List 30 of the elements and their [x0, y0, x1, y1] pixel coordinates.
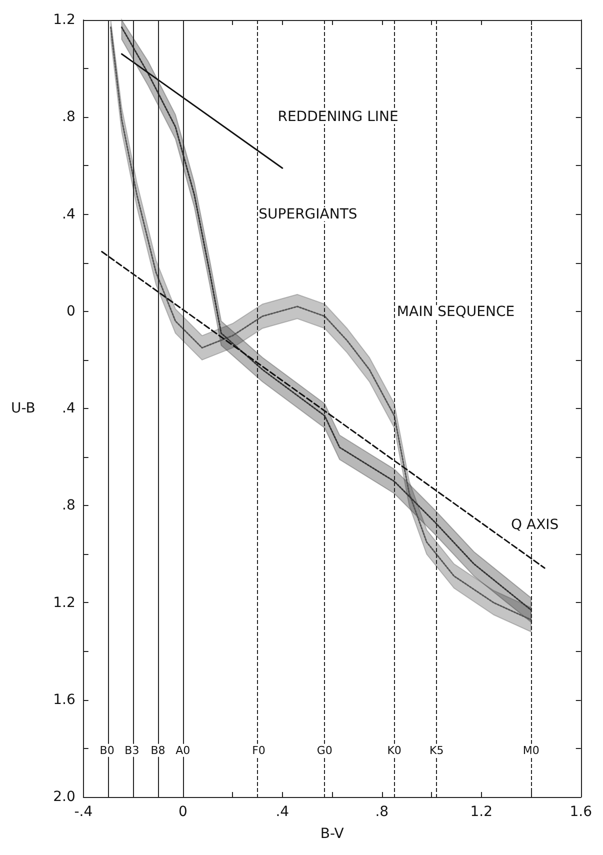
y-tick-label: 1.2: [53, 12, 76, 28]
x-tick-label: 0: [178, 804, 188, 820]
x-tick-label: .4: [276, 804, 290, 820]
x-tick-label: .8: [375, 804, 389, 820]
ref-line-label: B3: [124, 744, 140, 757]
annotation: SUPERGIANTS: [258, 206, 358, 222]
x-tick-label: 1.2: [470, 804, 493, 820]
ref-line-label: M0: [522, 744, 540, 757]
ref-line-label: B8: [150, 744, 166, 757]
x-tick-label: -.4: [74, 804, 93, 820]
y-axis-title: U-B: [11, 400, 36, 416]
ref-line-label: B0: [100, 744, 114, 757]
annotation: MAIN SEQUENCE: [396, 304, 515, 320]
x-axis-title: B-V: [320, 826, 344, 842]
ref-line-label: F0: [252, 744, 266, 757]
y-tick-label: .4: [62, 206, 76, 222]
y-tick-label: 1.2: [53, 594, 76, 611]
annotation: REDDENING LINE: [278, 109, 398, 126]
x-tick-label: 1.6: [570, 804, 592, 820]
y-tick-label: 1.6: [53, 692, 76, 708]
y-tick-label: .8: [62, 109, 76, 126]
ref-line-label: A0: [176, 744, 190, 757]
y-tick-label: 0: [66, 303, 76, 320]
ref-line-label: K0: [387, 744, 402, 757]
annotation: Q AXIS: [511, 517, 559, 534]
ref-line-label: K5: [429, 744, 444, 757]
y-tick-label: .4: [62, 400, 76, 416]
ref-line-label: G0: [316, 744, 332, 757]
y-tick-label: .8: [62, 498, 76, 514]
y-tick-label: 2.0: [53, 789, 76, 805]
